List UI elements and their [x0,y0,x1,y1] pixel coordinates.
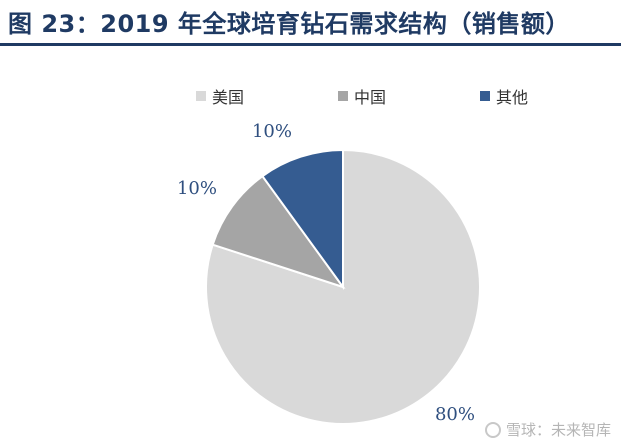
data-label-usa: 80% [435,404,475,425]
legend-item-china: 中国 [338,84,386,108]
data-label-china: 10% [177,178,217,199]
legend-swatch-usa [196,91,206,101]
title-rule [0,43,621,46]
data-label-other: 10% [252,121,292,142]
slice-other [261,148,344,291]
watermark: 雪球：未来智库 [484,419,611,440]
legend-swatch-other [480,91,490,101]
chart-title: 图 23：2019 年全球培育钻石需求结构（销售额） [8,10,570,38]
watermark-text: 雪球：未来智库 [505,421,611,439]
slice-china [211,174,346,289]
legend-label-china: 中国 [354,88,387,107]
legend-label-other: 其他 [496,88,529,107]
snowball-logo-icon [484,421,501,438]
legend-label-usa: 美国 [212,88,245,107]
legend: 美国 中国 其他 [0,84,621,110]
legend-swatch-china [338,91,348,101]
legend-item-other: 其他 [480,84,528,108]
legend-item-usa: 美国 [196,84,244,108]
